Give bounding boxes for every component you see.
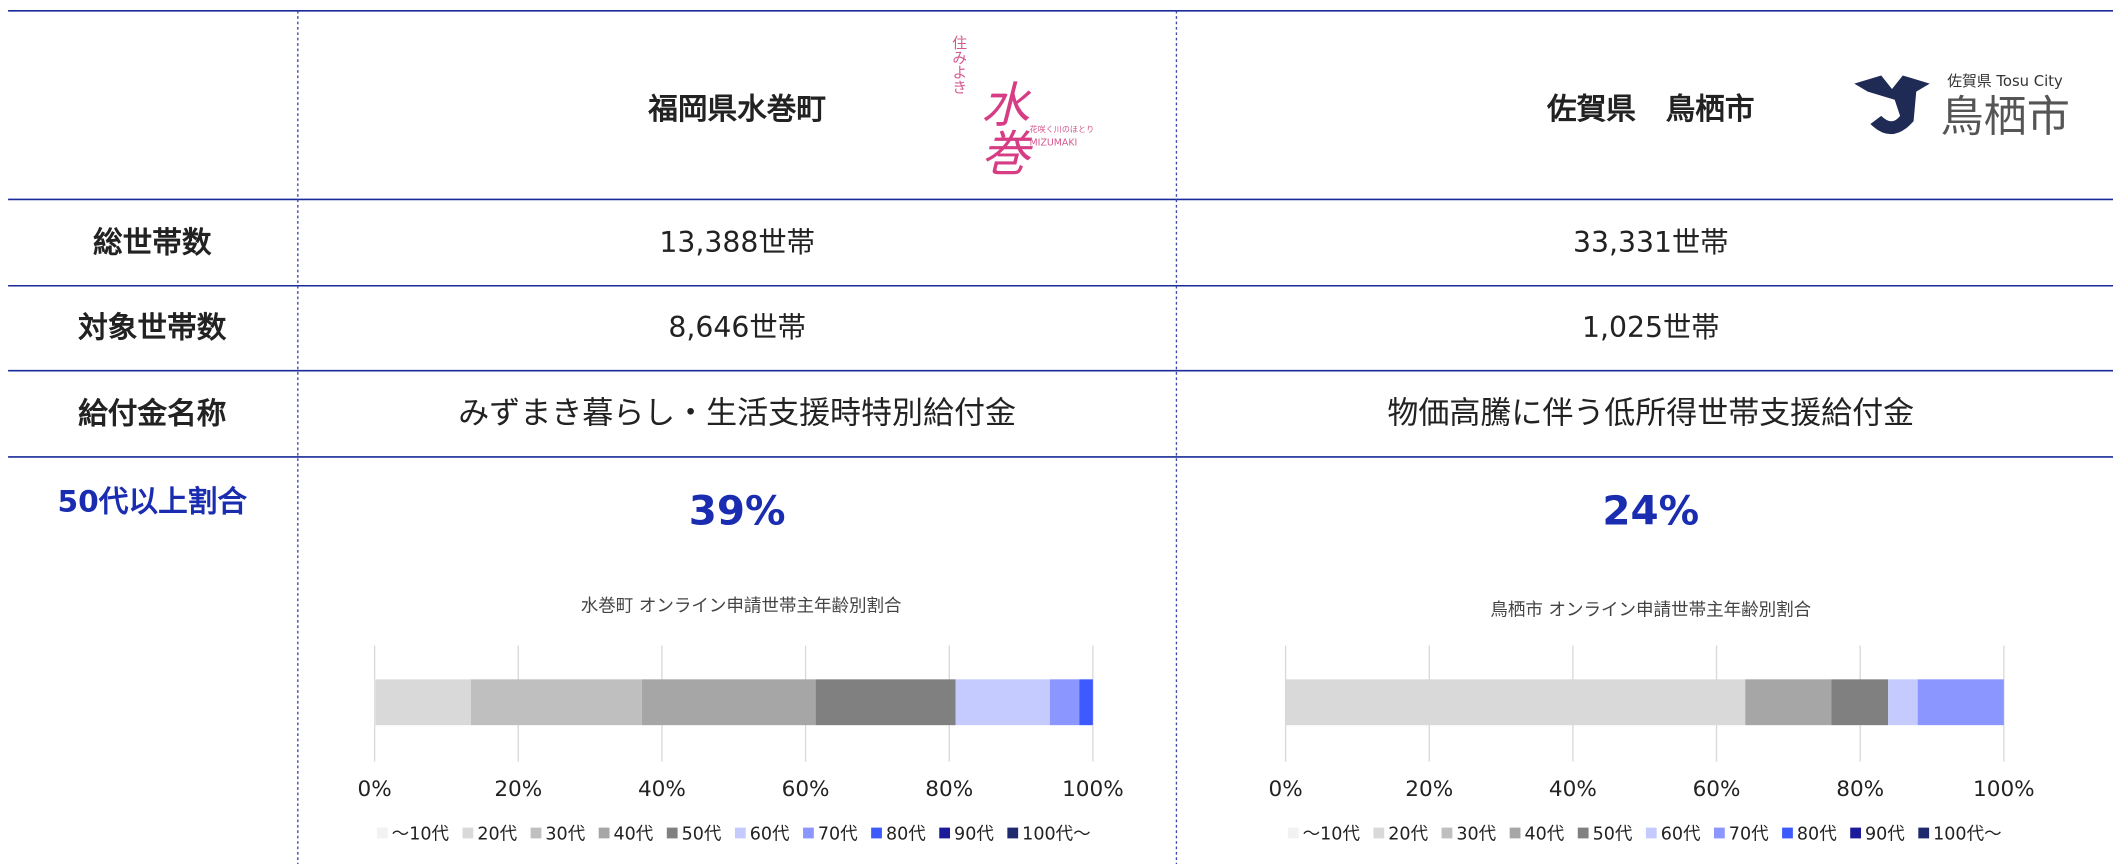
row-label: 50代以上割合 [58, 483, 248, 518]
legend-swatch [1373, 827, 1385, 839]
bar-segment [1079, 679, 1093, 726]
legend-label: 70代 [818, 824, 858, 844]
x-tick-label: 0% [358, 777, 392, 802]
row-label: 総世帯数 [93, 224, 212, 259]
legend-label: 100代～ [1933, 824, 2001, 844]
legend-swatch [1645, 827, 1657, 839]
x-tick-label: 80% [1836, 777, 1884, 802]
logo-text: 住みよき [950, 35, 967, 95]
legend-swatch [803, 827, 814, 839]
bar-segment [374, 679, 376, 726]
x-tick-label: 0% [1268, 777, 1302, 802]
logo-text: 鳥栖市 [1941, 92, 2070, 142]
cell: 8,646世帯 [668, 311, 806, 344]
bar-segment [1745, 679, 1832, 726]
bar-segment [1831, 679, 1889, 726]
x-tick-label: 40% [1549, 777, 1597, 802]
cell: 33,331世帯 [1573, 226, 1729, 259]
column-title: 福岡県水巻町 [647, 91, 826, 126]
legend-swatch [530, 827, 542, 839]
logo-emblem [1854, 75, 1930, 135]
x-tick-label: 60% [782, 777, 830, 802]
legend-label: 80代 [1797, 824, 1837, 844]
legend-label: 30代 [1456, 824, 1496, 844]
logo-text: 花咲く川のほとり [1030, 124, 1095, 134]
legend-label: 50代 [1593, 824, 1633, 844]
legend-swatch [871, 827, 882, 839]
logo-text: 佐賀県 Tosu City [1947, 73, 2063, 90]
cell: 1,025世帯 [1582, 311, 1720, 344]
legend-swatch [1850, 827, 1861, 839]
legend-label: 40代 [614, 824, 654, 844]
legend: ～10代 20代 30代 40代 50代 60代 70代 80代 90代 100代～ [376, 824, 1091, 844]
legend-label: 20代 [1388, 824, 1428, 844]
bar-segment [1888, 679, 1918, 726]
cell: みずまき暮らし・生活支援時特別給付金 [458, 396, 1016, 432]
legend-swatch [1287, 827, 1299, 839]
mizumaki-logo: 住みよき 水巻 花咲く川のほとり MIZUMAKI [950, 35, 1094, 177]
bar-segment [641, 679, 816, 726]
x-tick-label: 80% [925, 777, 973, 802]
highlight-value: 39% [689, 487, 786, 535]
legend-swatch [666, 827, 678, 839]
legend-label: 60代 [750, 824, 790, 844]
legend-label: ～10代 [392, 824, 450, 844]
legend-label: 20代 [477, 824, 517, 844]
legend-label: 40代 [1524, 824, 1564, 844]
highlight-value: 24% [1602, 487, 1699, 535]
legend-swatch [939, 827, 951, 839]
bar-segment [1049, 679, 1080, 726]
bar-segment [815, 679, 956, 726]
tosu-logo: 佐賀県 Tosu City 鳥栖市 [1854, 73, 2070, 142]
legend-swatch [1782, 827, 1793, 839]
legend-label: 60代 [1661, 824, 1701, 844]
legend-swatch [598, 827, 610, 839]
row-label: 対象世帯数 [78, 309, 227, 344]
legend-swatch [734, 827, 746, 839]
x-tick-label: 20% [1405, 777, 1453, 802]
x-tick-label: 40% [638, 777, 686, 802]
legend-swatch [1007, 827, 1019, 839]
x-tick-label: 100% [1973, 777, 2035, 802]
bar-segment [955, 679, 1050, 726]
chart-title: 鳥栖市 オンライン申請世帯主年齢別割合 [1490, 601, 1811, 621]
bar-segment [375, 679, 471, 726]
bar-segment [1285, 679, 1746, 726]
legend-label: 50代 [682, 824, 722, 844]
bar-segment [1917, 679, 2004, 726]
legend-swatch [1441, 827, 1453, 839]
legend-label: 30代 [545, 824, 585, 844]
legend-label: 90代 [954, 824, 994, 844]
table-lines [8, 9, 2113, 458]
legend-swatch [1713, 827, 1725, 839]
legend-swatch [1577, 827, 1589, 839]
legend-label: 90代 [1865, 824, 1905, 844]
legend-label: ～10代 [1303, 824, 1361, 844]
column-dividers [297, 10, 1178, 864]
logo-text: 水巻 [972, 80, 1028, 177]
cell: 13,388世帯 [659, 226, 815, 259]
legend-label: 70代 [1729, 824, 1769, 844]
legend-label: 100代～ [1022, 824, 1090, 844]
legend-swatch [1918, 827, 1930, 839]
chart-title: 水巻町 オンライン申請世帯主年齢別割合 [581, 597, 902, 617]
legend-swatch [462, 827, 474, 839]
cell: 物価高騰に伴う低所得世帯支援給付金 [1387, 396, 1914, 432]
x-tick-label: 60% [1693, 777, 1741, 802]
x-tick-label: 20% [494, 777, 542, 802]
x-tick-label: 100% [1062, 777, 1124, 802]
column-title: 佐賀県 鳥栖市 [1546, 91, 1754, 126]
row-label: 給付金名称 [78, 396, 227, 431]
legend-label: 80代 [886, 824, 926, 844]
legend: ～10代 20代 30代 40代 50代 60代 70代 80代 90代 100代～ [1287, 824, 2002, 844]
logo-text: MIZUMAKI [1030, 137, 1078, 148]
legend-swatch [376, 827, 388, 839]
bar-segment [470, 679, 642, 726]
legend-swatch [1509, 827, 1521, 839]
